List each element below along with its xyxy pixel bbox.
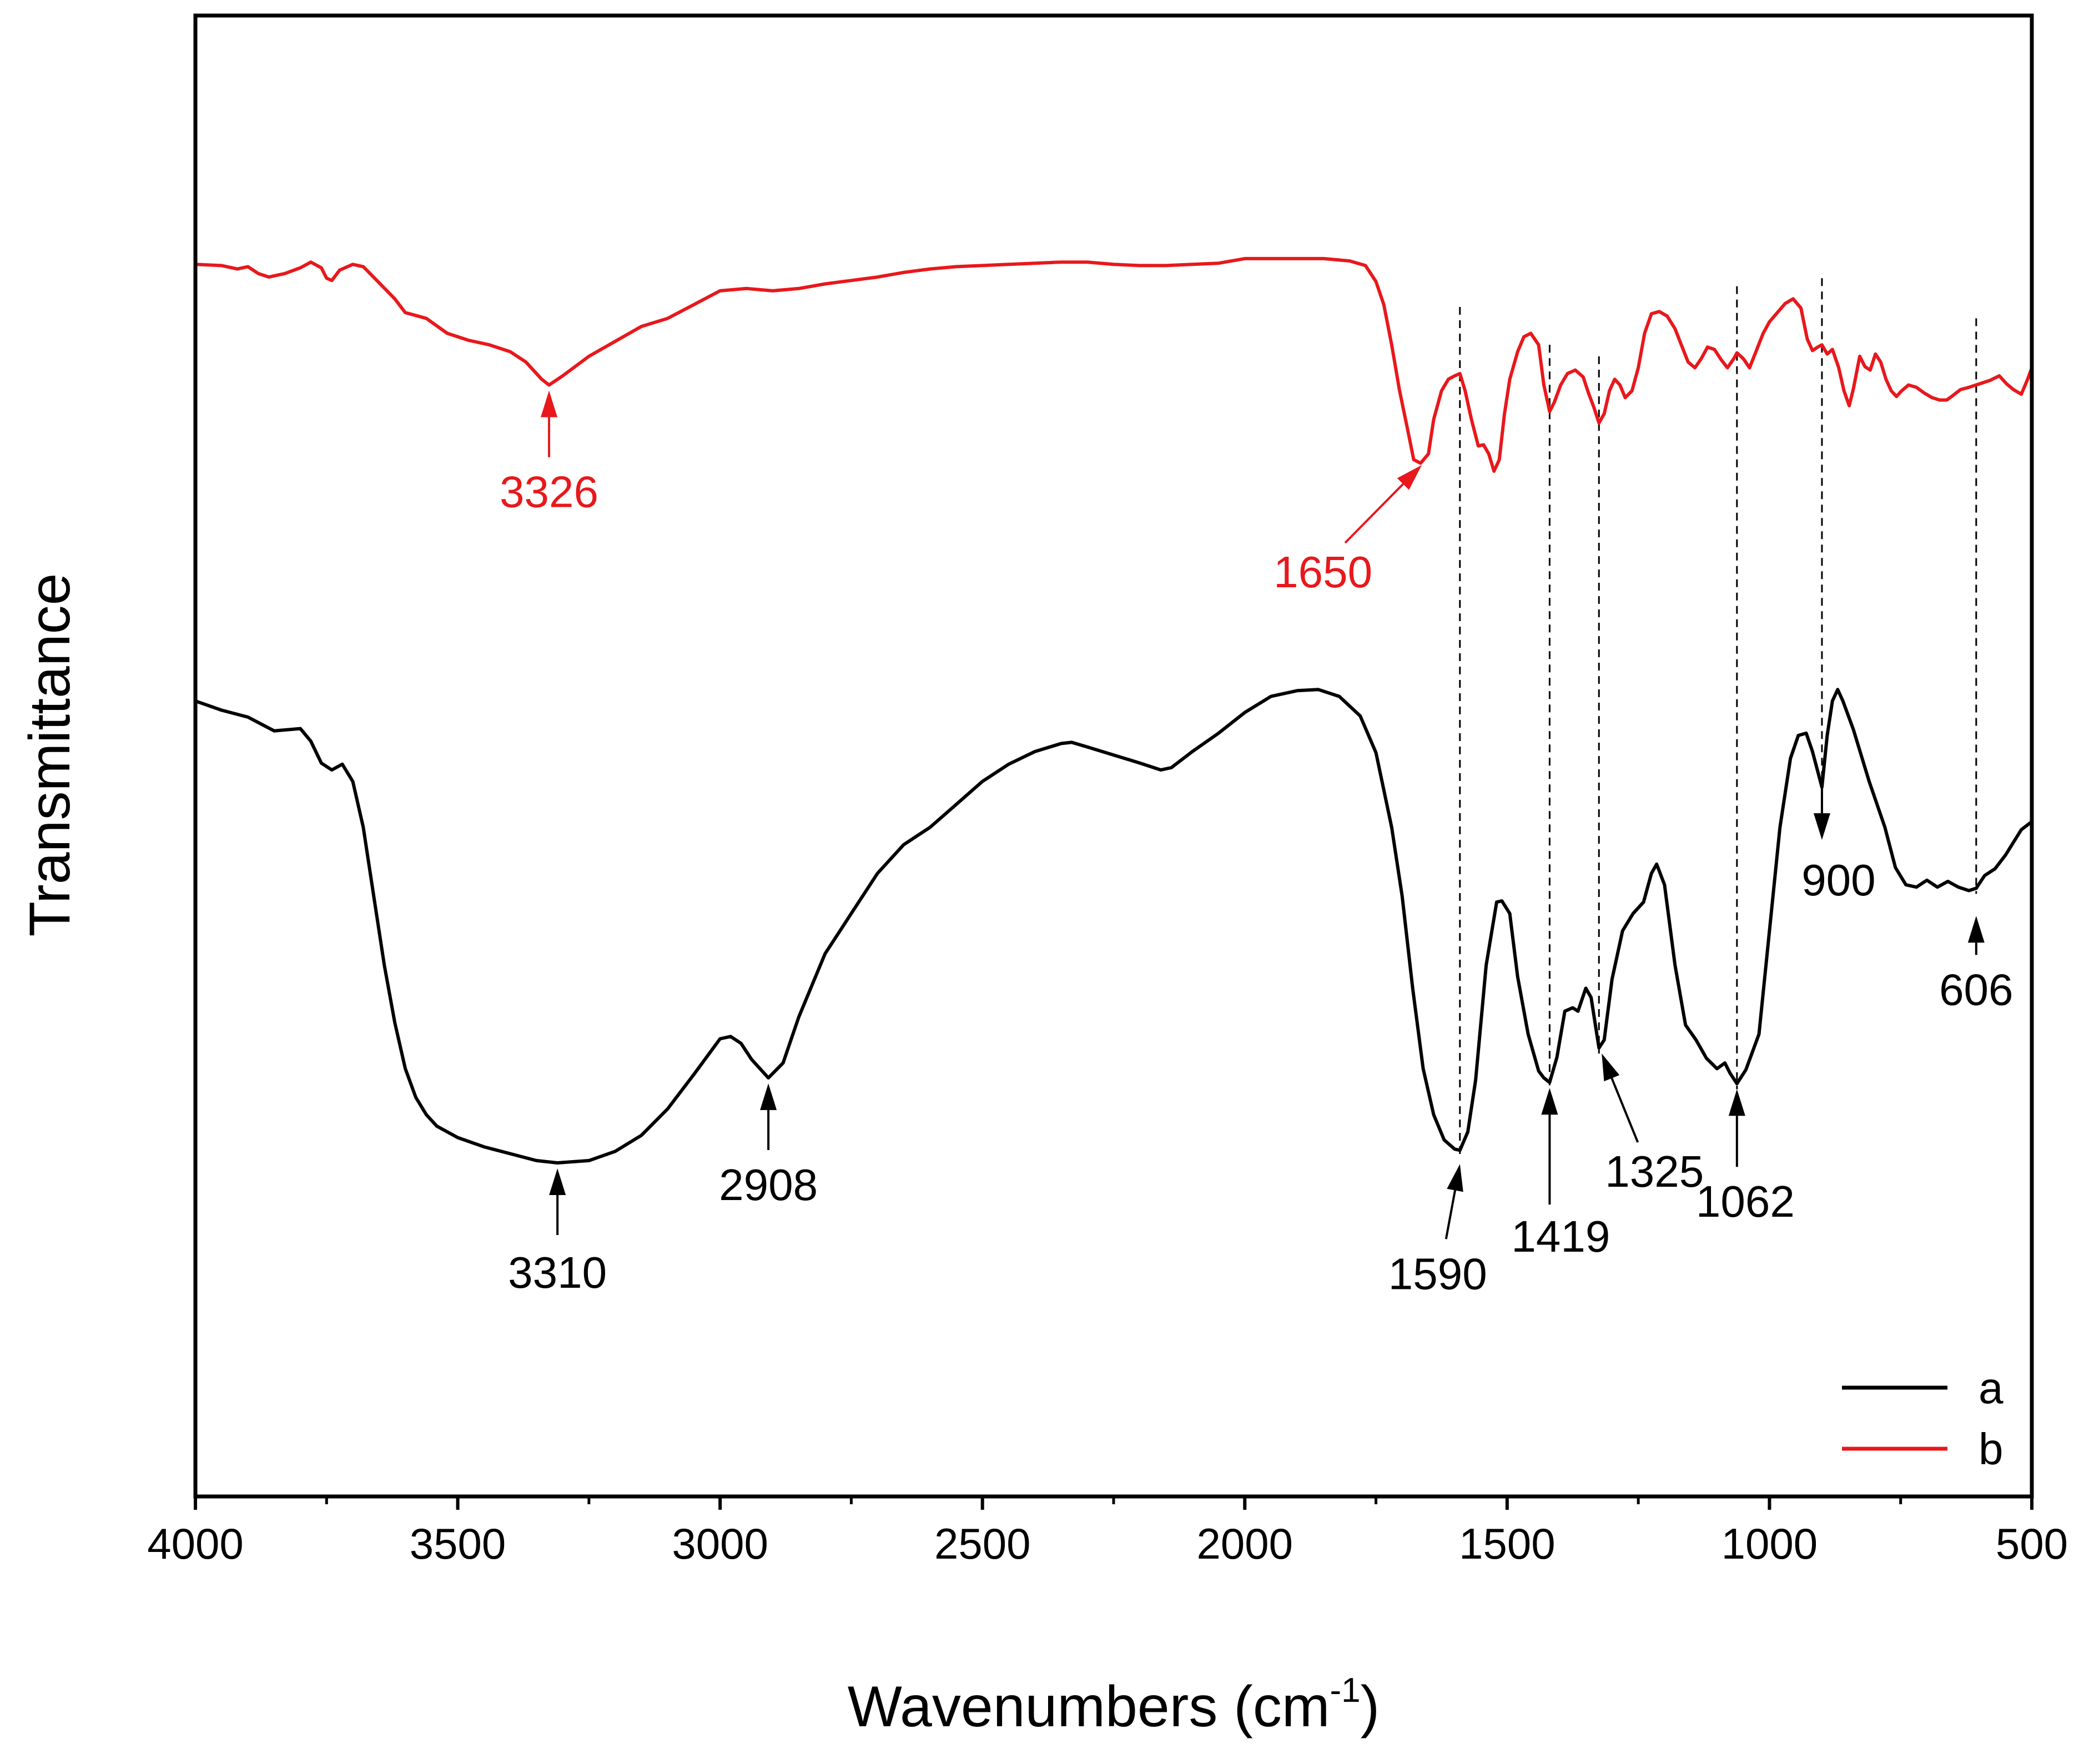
annotation-arrow-head bbox=[1541, 1088, 1558, 1115]
annotation-arrow-head bbox=[1447, 1164, 1463, 1192]
x-axis-title: Wavenumbers (cm-1) bbox=[848, 1671, 1380, 1739]
annotation-label: 1419 bbox=[1511, 1212, 1610, 1261]
annotation-1650: 1650 bbox=[1273, 465, 1422, 597]
annotation-1062: 1062 bbox=[1696, 1089, 1795, 1226]
x-tick-label-2000: 2000 bbox=[1197, 1519, 1293, 1568]
annotation-arrow-head bbox=[1813, 813, 1830, 840]
x-tick-label-3000: 3000 bbox=[672, 1519, 768, 1568]
annotation-arrow-head bbox=[1397, 465, 1422, 490]
annotation-label: 3326 bbox=[500, 467, 598, 517]
annotation-2908: 2908 bbox=[719, 1083, 818, 1209]
annotation-label: 2908 bbox=[719, 1160, 818, 1209]
annotation-3310: 3310 bbox=[508, 1168, 607, 1297]
legend-label: a bbox=[1979, 1363, 2004, 1413]
annotation-1325: 1325 bbox=[1602, 1054, 1704, 1196]
x-tick-label-500: 500 bbox=[1996, 1519, 2068, 1568]
y-axis-title: Transmittance bbox=[18, 573, 82, 936]
annotation-arrow-head bbox=[1602, 1054, 1620, 1082]
x-tick-label-2500: 2500 bbox=[934, 1519, 1031, 1568]
series-layer bbox=[195, 256, 2033, 1165]
annotation-label: 900 bbox=[1801, 855, 1875, 905]
reference-lines bbox=[1459, 278, 1977, 1156]
annotation-1419: 1419 bbox=[1511, 1088, 1610, 1261]
annotation-arrow-shaft bbox=[1444, 1190, 1457, 1239]
legend: ab bbox=[1842, 1363, 2004, 1474]
annotation-900: 900 bbox=[1801, 787, 1876, 905]
annotation-arrow-head bbox=[1967, 916, 1985, 943]
annotation-arrow-shaft bbox=[1344, 483, 1404, 544]
x-tick-label-1000: 1000 bbox=[1721, 1519, 1818, 1568]
annotation-606: 606 bbox=[1939, 916, 2014, 1014]
annotation-label: 1590 bbox=[1388, 1249, 1487, 1298]
legend-item-a: a bbox=[1842, 1363, 2004, 1413]
annotation-1590: 1590 bbox=[1388, 1164, 1487, 1298]
annotation-label: 1062 bbox=[1696, 1177, 1795, 1226]
series-line-b bbox=[195, 256, 2033, 473]
annotation-arrow-shaft bbox=[1610, 1077, 1639, 1143]
legend-label: b bbox=[1979, 1424, 2004, 1474]
x-tick-label-4000: 4000 bbox=[147, 1519, 244, 1568]
annotation-label: 1325 bbox=[1605, 1147, 1704, 1196]
annotation-label: 606 bbox=[1939, 965, 2013, 1014]
annotation-3326: 3326 bbox=[500, 390, 598, 517]
legend-item-b: b bbox=[1842, 1424, 2004, 1474]
annotation-arrow-head bbox=[541, 390, 558, 417]
x-tick-label-1500: 1500 bbox=[1459, 1519, 1556, 1568]
series-line-a bbox=[195, 688, 2033, 1165]
annotation-arrow-head bbox=[549, 1168, 566, 1196]
annotation-label: 3310 bbox=[508, 1248, 607, 1297]
annotation-arrow-head bbox=[1728, 1089, 1745, 1116]
x-tick-label-3500: 3500 bbox=[410, 1519, 506, 1568]
x-axis: 4000 3500 3000 2500 2000 1500 1000 500 bbox=[147, 1496, 2068, 1568]
annotation-arrow-head bbox=[760, 1083, 777, 1110]
annotation-label: 1650 bbox=[1273, 547, 1372, 597]
